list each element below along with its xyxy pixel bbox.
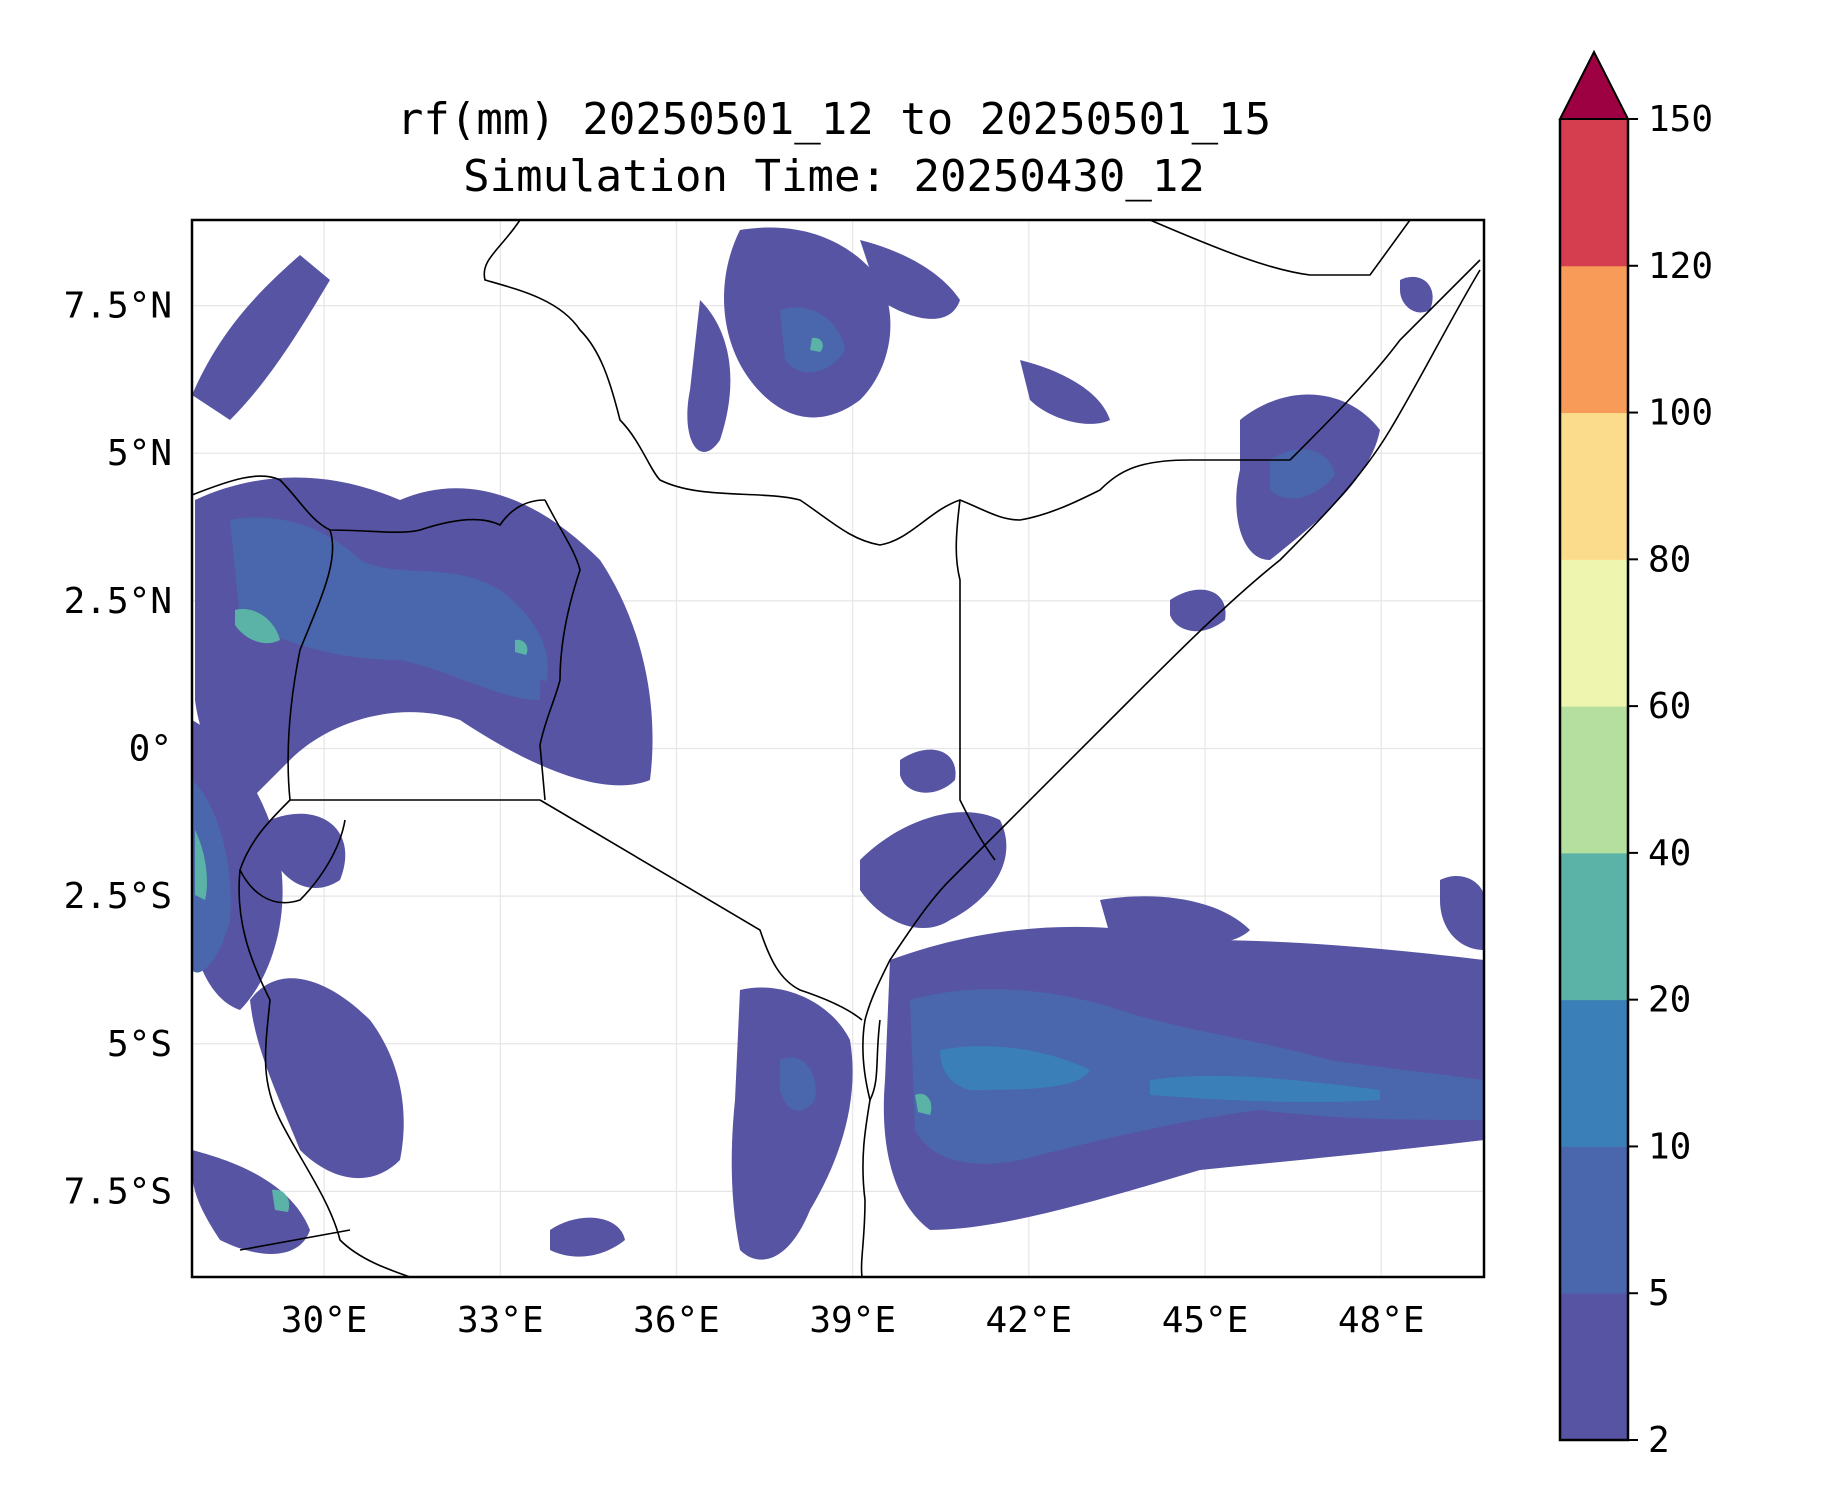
- rain-patch: [1440, 875, 1484, 950]
- rain-patch: [810, 337, 823, 352]
- rain-patch: [192, 1150, 310, 1254]
- y-tick-label: 7.5°S: [64, 1171, 172, 1212]
- x-axis: 30°E 33°E 36°E 39°E 42°E 45°E 48°E: [281, 1300, 1425, 1341]
- y-axis: 7.5°N 5°N 2.5°N 0° 2.5°S 5°S 7.5°S: [64, 286, 172, 1213]
- colorbar: 2 5 10 20 40 60 80 100 120 150: [1558, 49, 1713, 1461]
- colorbar-bin: [1560, 1146, 1628, 1294]
- rain-patch: [860, 812, 1007, 929]
- colorbar-tick-label: 2: [1648, 1420, 1670, 1461]
- border-line: [539, 499, 581, 801]
- colorbar-tick-label: 60: [1648, 686, 1691, 727]
- y-tick-label: 2.5°N: [64, 581, 172, 622]
- border-line: [239, 799, 346, 904]
- colorbar-ticks: 2 5 10 20 40 60 80 100 120 150: [1628, 99, 1713, 1461]
- colorbar-bin: [1560, 265, 1628, 414]
- colorbar-bin: [1560, 412, 1628, 560]
- border-line: [949, 269, 1481, 881]
- rain-patch: [1170, 589, 1226, 632]
- y-tick-label: 5°N: [107, 433, 172, 474]
- colorbar-bin: [1560, 559, 1628, 707]
- x-tick-label: 48°E: [1338, 1300, 1425, 1341]
- colorbar-bins: [1560, 119, 1628, 1441]
- x-tick-label: 33°E: [457, 1300, 544, 1341]
- border-line: [869, 1019, 881, 1101]
- x-tick-label: 36°E: [633, 1300, 720, 1341]
- rain-patch: [731, 987, 853, 1260]
- rain-patch: [515, 639, 528, 655]
- border-line: [955, 499, 996, 861]
- border-line: [238, 869, 411, 1278]
- x-tick-label: 39°E: [809, 1300, 896, 1341]
- colorbar-bin: [1560, 706, 1628, 854]
- rain-patch: [1400, 276, 1433, 313]
- rain-patch: [687, 300, 731, 452]
- rain-patch: [940, 1046, 1090, 1090]
- colorbar-tick-label: 120: [1648, 246, 1713, 287]
- border-line: [483, 219, 1290, 546]
- rain-patch: [780, 1057, 816, 1111]
- rainfall-field: [192, 227, 1484, 1260]
- colorbar-bin: [1560, 1293, 1628, 1441]
- rain-patch: [270, 813, 346, 889]
- rain-patch: [860, 240, 960, 319]
- rain-patch: [195, 830, 207, 900]
- rain-patch: [250, 978, 404, 1179]
- map-frame: [190, 218, 1486, 1279]
- colorbar-tick-label: 80: [1648, 539, 1691, 580]
- colorbar-bin: [1560, 119, 1628, 267]
- rain-patch: [235, 609, 280, 644]
- border-line: [1289, 259, 1481, 461]
- border-line: [1149, 219, 1411, 276]
- rain-patch: [550, 1217, 625, 1257]
- x-tick-label: 30°E: [281, 1300, 368, 1341]
- colorbar-extend-triangle: [1558, 49, 1630, 120]
- border-line: [539, 799, 863, 1021]
- colorbar-tick-label: 40: [1648, 833, 1691, 874]
- border-line: [239, 1229, 351, 1251]
- colorbar-tick-label: 10: [1648, 1126, 1691, 1167]
- colorbar-bin: [1560, 852, 1628, 1001]
- rain-patch: [1100, 896, 1250, 946]
- gridlines: [192, 220, 1484, 1277]
- colorbar-tick-label: 20: [1648, 980, 1691, 1021]
- rain-patch: [915, 1093, 932, 1115]
- colorbar-tick-label: 150: [1648, 99, 1713, 140]
- colorbar-outline: [1558, 119, 1630, 1442]
- y-tick-label: 0°: [129, 729, 172, 770]
- rain-patch: [192, 780, 231, 973]
- colorbar-tick-label: 5: [1648, 1273, 1670, 1314]
- rain-patch: [230, 517, 548, 700]
- rain-patch: [192, 255, 330, 420]
- y-tick-label: 5°S: [107, 1024, 172, 1065]
- rain-patch: [1270, 449, 1335, 499]
- colorbar-bin: [1560, 999, 1628, 1147]
- x-tick-label: 45°E: [1162, 1300, 1249, 1341]
- rain-patch: [1020, 360, 1110, 424]
- rain-patch: [1150, 1075, 1380, 1103]
- border-line: [287, 529, 334, 801]
- colorbar-tick-label: 100: [1648, 393, 1713, 434]
- x-tick-label: 42°E: [986, 1300, 1073, 1341]
- rain-patch: [272, 1189, 290, 1212]
- rain-patch: [540, 680, 650, 779]
- country-borders: [191, 219, 1481, 1278]
- rain-patch: [900, 749, 956, 793]
- y-tick-label: 7.5°N: [64, 286, 172, 327]
- chart-title-line1: rf(mm) 20250501_12 to 20250501_15: [397, 94, 1271, 145]
- map-panel: 30°E 33°E 36°E 39°E 42°E 45°E 48°E 7.5°N 5°N 2.5…: [64, 218, 1486, 1341]
- border-line: [191, 475, 546, 534]
- border-line: [860, 879, 951, 1278]
- chart-title-line2: Simulation Time: 20250430_12: [463, 151, 1205, 202]
- y-tick-label: 2.5°S: [64, 876, 172, 917]
